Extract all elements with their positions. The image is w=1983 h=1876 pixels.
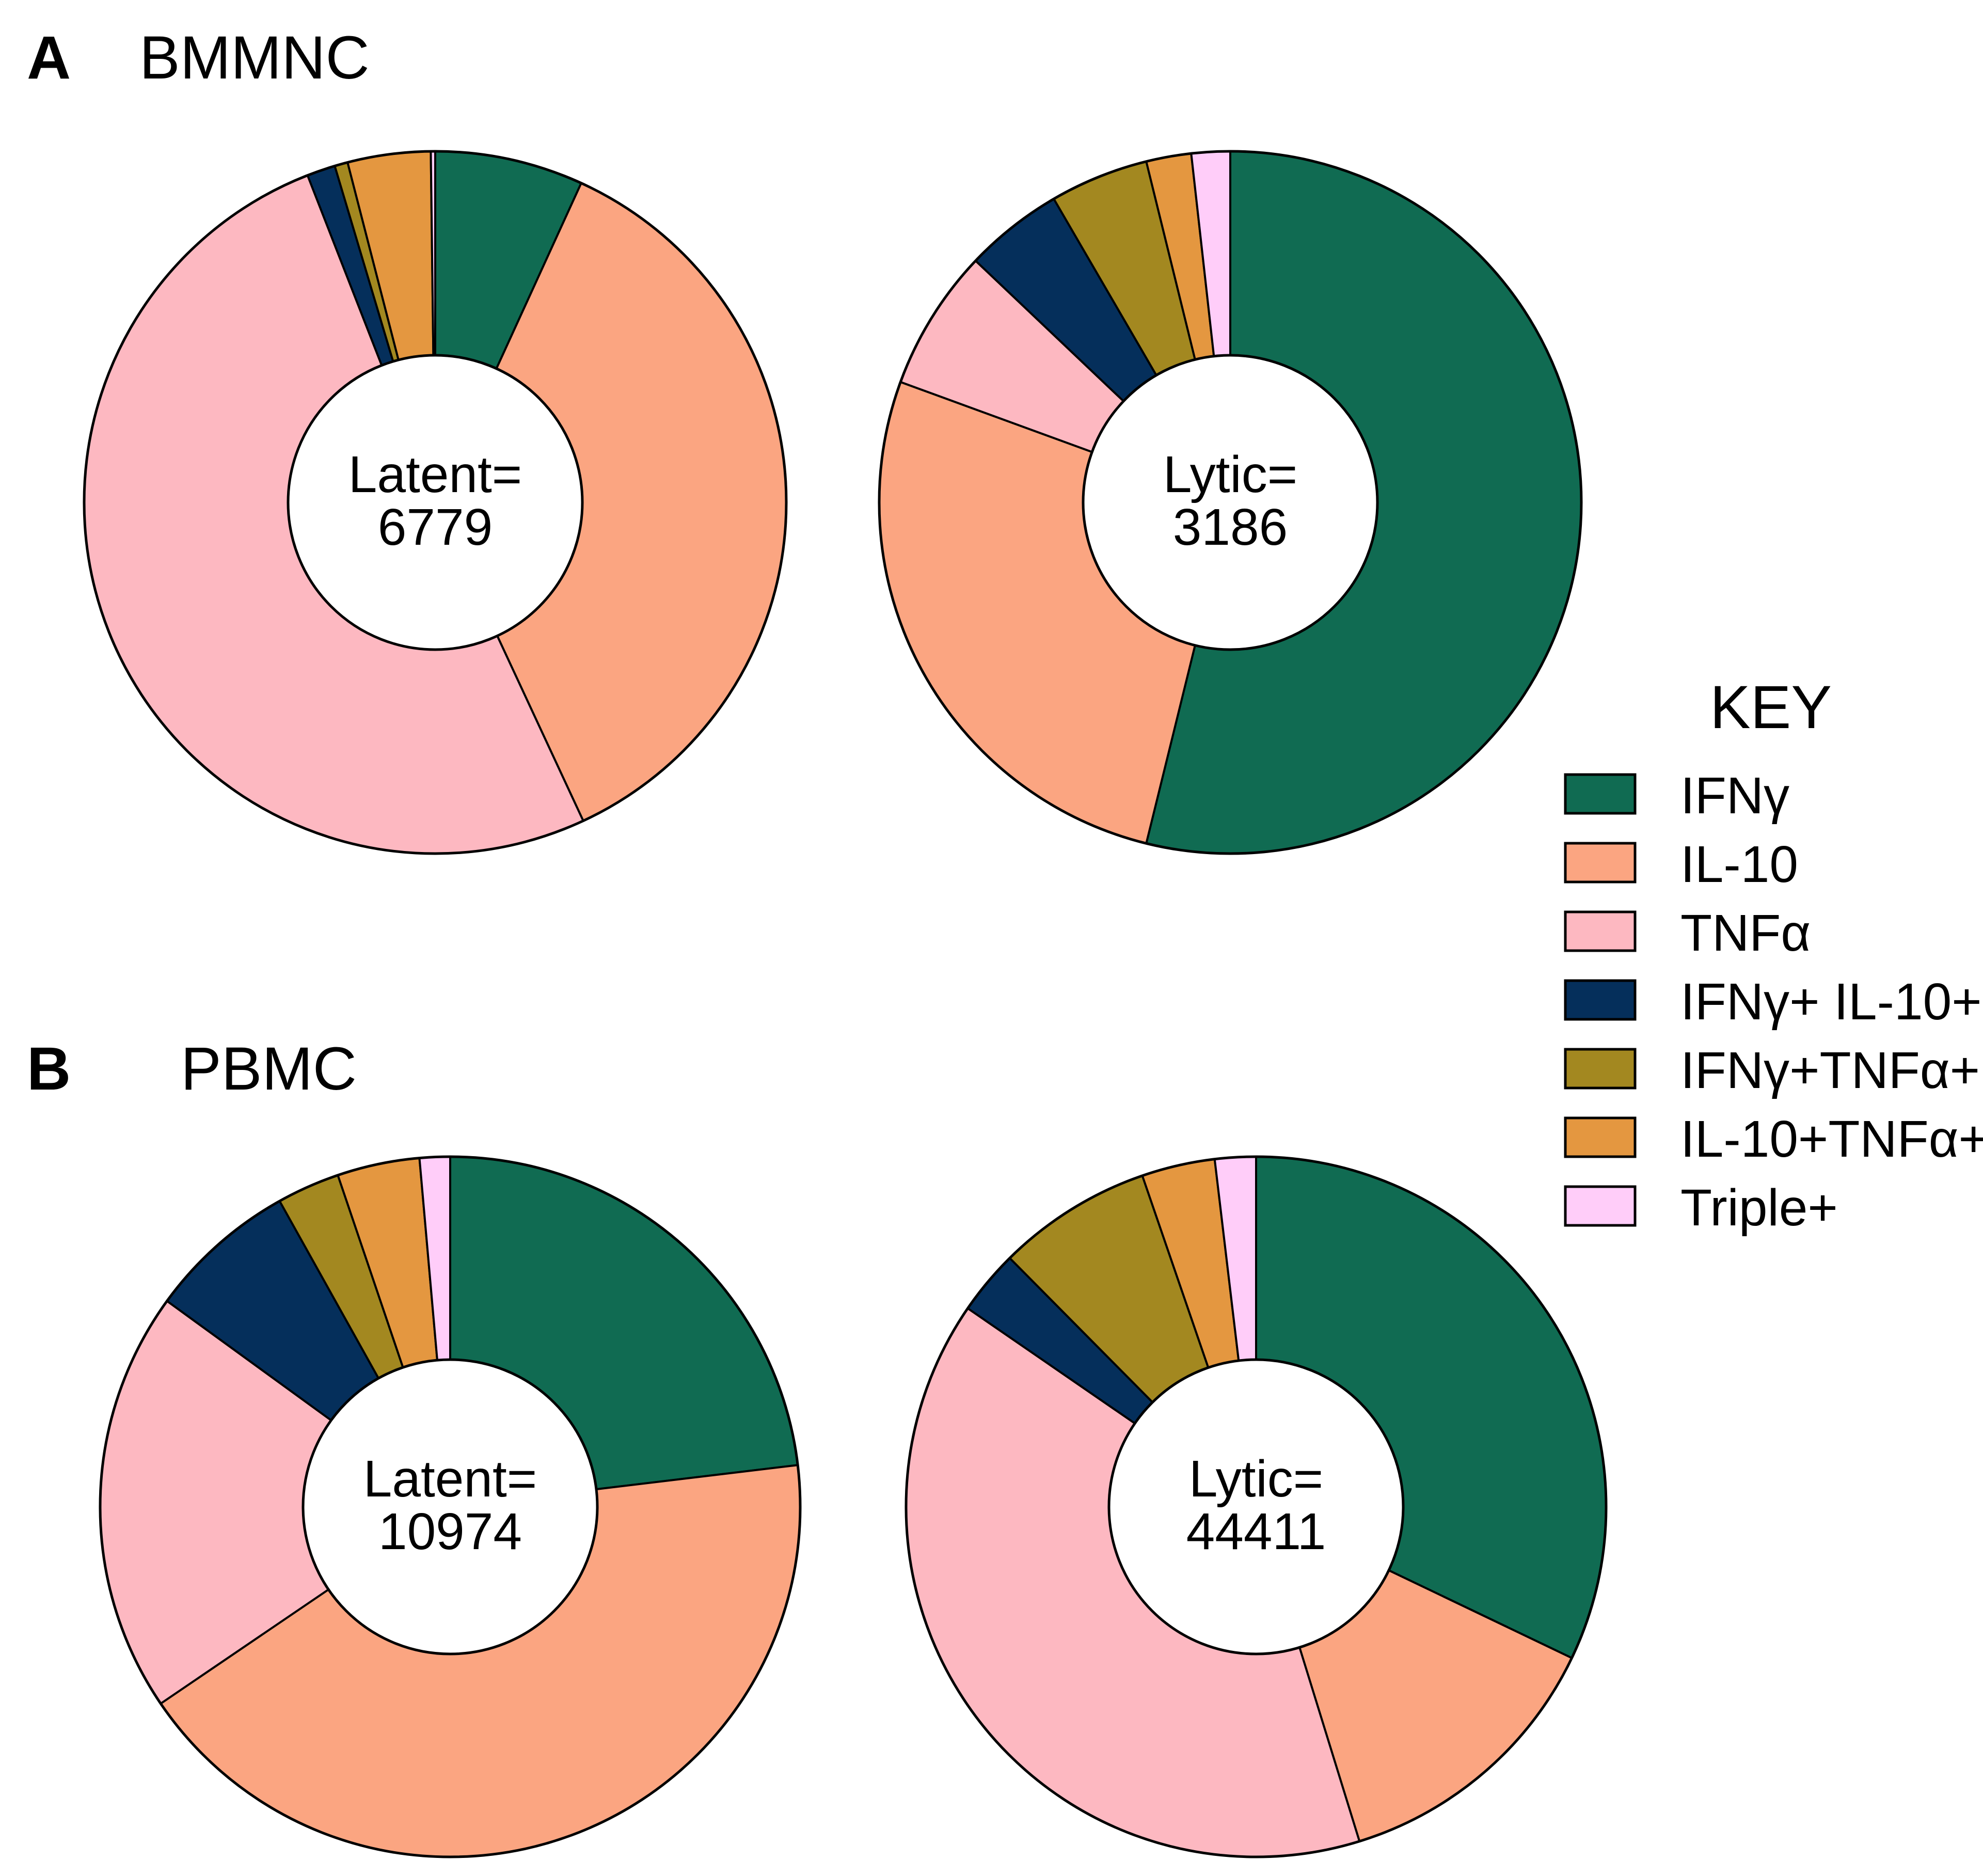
donut-hole xyxy=(1082,354,1379,651)
center-label: Lytic= xyxy=(1163,446,1297,503)
legend: KEY IFNγ IL-10 TNFα IFNγ+ IL-10+ IFNγ+TN… xyxy=(1564,673,1983,1237)
panel-b-title: PBMC xyxy=(181,1035,357,1103)
legend-label-ifng-il10: IFNγ+ IL-10+ xyxy=(1680,973,1982,1031)
panel-b-letter: B xyxy=(27,1035,71,1103)
legend-label-triple: Triple+ xyxy=(1680,1179,1838,1237)
legend-label-ifng: IFNγ xyxy=(1680,767,1789,825)
donut-outline xyxy=(878,150,1583,855)
legend-label-tnfa: TNFα xyxy=(1680,904,1811,962)
donut-hole xyxy=(1107,1358,1405,1656)
legend-swatch-il10-tnfa xyxy=(1564,1116,1637,1158)
center-value: 3186 xyxy=(1173,498,1288,556)
legend-swatch-il10 xyxy=(1564,842,1637,884)
donut-hole xyxy=(302,1358,599,1656)
panel-a-letter: A xyxy=(27,24,71,92)
legend-label-il10: IL-10 xyxy=(1680,835,1798,893)
donut-outline xyxy=(99,1155,802,1858)
legend-swatch-tnfa xyxy=(1564,910,1637,952)
donut-pbmc-lytic: Lytic=44411 xyxy=(905,1155,1608,1858)
legend-swatch-triple xyxy=(1564,1185,1637,1227)
legend-title: KEY xyxy=(1710,673,1832,742)
center-value: 10974 xyxy=(378,1503,522,1560)
center-value: 6779 xyxy=(378,498,493,556)
panel-a-title: BMMNC xyxy=(139,24,370,92)
legend-label-ifng-tnfa: IFNγ+TNFα+ xyxy=(1680,1042,1980,1099)
donut-bmmnc-lytic: Lytic=3186 xyxy=(878,150,1583,855)
legend-swatch-ifng xyxy=(1564,773,1637,815)
center-label: Lytic= xyxy=(1189,1450,1323,1508)
donut-pbmc-latent: Latent=10974 xyxy=(99,1155,802,1858)
donut-bmmnc-latent: Latent=6779 xyxy=(83,150,788,855)
donut-outline xyxy=(905,1155,1608,1858)
center-value: 44411 xyxy=(1186,1503,1326,1560)
legend-label-il10-tnfa: IL-10+TNFα+ xyxy=(1680,1110,1983,1168)
legend-swatch-ifng-il10 xyxy=(1564,979,1637,1021)
legend-swatch-ifng-tnfa xyxy=(1564,1048,1637,1090)
donut-hole xyxy=(287,354,584,651)
center-label: Latent= xyxy=(348,446,522,503)
center-label: Latent= xyxy=(363,1450,537,1508)
donut-outline xyxy=(83,150,788,855)
